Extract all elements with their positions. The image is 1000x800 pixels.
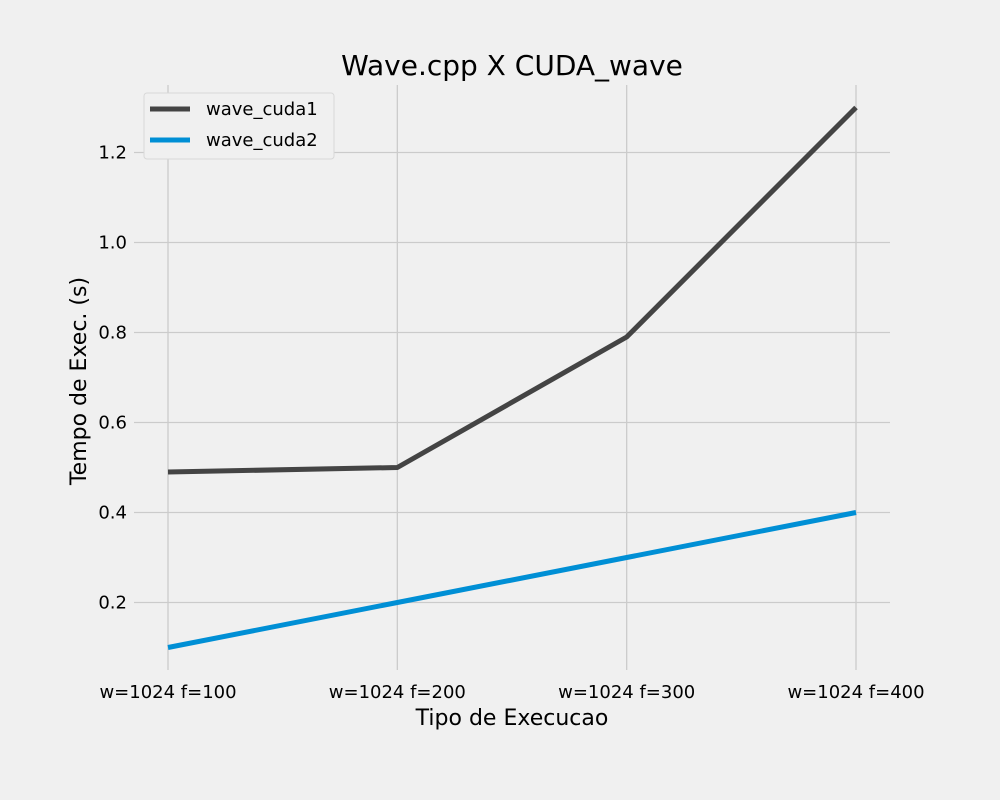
legend: wave_cuda1 wave_cuda2	[143, 92, 335, 160]
y-tick-label: 0.4	[98, 503, 127, 524]
series-line-wave-cuda2	[167, 510, 857, 650]
x-gridlines	[167, 85, 857, 670]
y-axis-label: Tempo de Exec. (s)	[67, 277, 92, 486]
series-lines	[167, 105, 858, 650]
y-tick-label: 0.2	[98, 593, 127, 614]
legend-label: wave_cuda1	[206, 99, 318, 120]
x-axis-label: Tipo de Execucao	[415, 706, 609, 731]
y-tick-labels: 0.2 0.4 0.6 0.8 1.0 1.2	[98, 143, 127, 614]
y-tick-label: 1.0	[98, 233, 127, 254]
x-tick-label: w=1024 f=300	[558, 682, 695, 703]
legend-label: wave_cuda2	[206, 130, 318, 151]
legend-box	[143, 92, 335, 160]
x-tick-label: w=1024 f=100	[99, 682, 236, 703]
x-tick-label: w=1024 f=200	[329, 682, 466, 703]
y-tick-label: 1.2	[98, 143, 127, 164]
x-tick-label: w=1024 f=400	[787, 682, 924, 703]
y-tick-label: 0.8	[98, 323, 127, 344]
y-tick-label: 0.6	[98, 413, 127, 434]
series-line-wave-cuda1	[167, 105, 858, 475]
x-tick-labels: w=1024 f=100 w=1024 f=200 w=1024 f=300 w=10…	[99, 682, 924, 703]
chart-title: Wave.cpp X CUDA_wave	[341, 49, 683, 82]
